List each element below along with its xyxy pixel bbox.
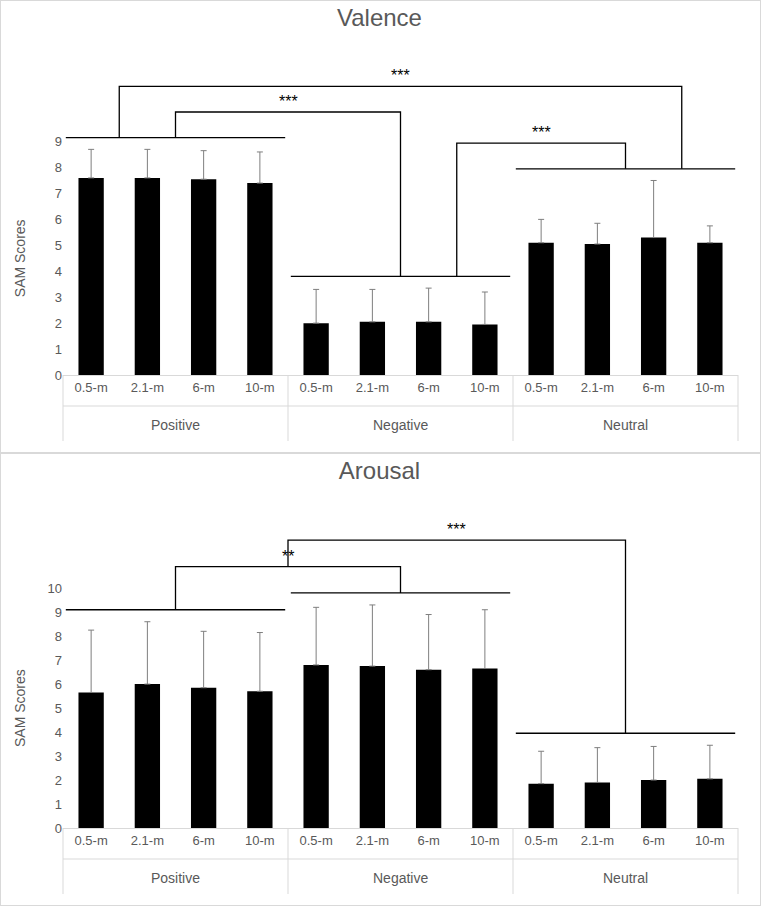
svg-text:Arousal: Arousal bbox=[339, 457, 420, 484]
svg-text:0.5-m: 0.5-m bbox=[525, 833, 558, 848]
svg-text:Valence: Valence bbox=[337, 4, 422, 31]
svg-text:3: 3 bbox=[55, 290, 62, 305]
svg-text:6-m: 6-m bbox=[417, 380, 439, 395]
svg-text:***: *** bbox=[532, 124, 551, 141]
svg-text:7: 7 bbox=[55, 186, 62, 201]
svg-text:6: 6 bbox=[55, 212, 62, 227]
svg-text:10: 10 bbox=[48, 581, 62, 596]
svg-text:0.5-m: 0.5-m bbox=[300, 833, 333, 848]
svg-text:5: 5 bbox=[55, 701, 62, 716]
svg-text:2.1-m: 2.1-m bbox=[581, 833, 614, 848]
svg-text:8: 8 bbox=[55, 160, 62, 175]
svg-text:6-m: 6-m bbox=[417, 833, 439, 848]
svg-text:6-m: 6-m bbox=[192, 833, 214, 848]
svg-text:SAM Scores: SAM Scores bbox=[12, 219, 28, 297]
svg-text:1: 1 bbox=[55, 797, 62, 812]
svg-text:6-m: 6-m bbox=[642, 380, 664, 395]
svg-text:2.1-m: 2.1-m bbox=[581, 380, 614, 395]
svg-text:0: 0 bbox=[55, 821, 62, 836]
svg-text:2: 2 bbox=[55, 316, 62, 331]
svg-text:0: 0 bbox=[55, 368, 62, 383]
svg-text:2.1-m: 2.1-m bbox=[356, 833, 389, 848]
svg-text:Positive: Positive bbox=[151, 417, 200, 433]
svg-text:8: 8 bbox=[55, 629, 62, 644]
svg-text:10-m: 10-m bbox=[245, 380, 275, 395]
svg-text:7: 7 bbox=[55, 653, 62, 668]
svg-text:***: *** bbox=[279, 93, 298, 110]
svg-text:6-m: 6-m bbox=[642, 833, 664, 848]
svg-text:Negative: Negative bbox=[373, 870, 428, 886]
svg-text:SAM Scores: SAM Scores bbox=[12, 669, 28, 747]
svg-text:***: *** bbox=[447, 521, 466, 538]
svg-text:9: 9 bbox=[55, 605, 62, 620]
svg-text:3: 3 bbox=[55, 749, 62, 764]
svg-text:Positive: Positive bbox=[151, 870, 200, 886]
svg-text:10-m: 10-m bbox=[695, 380, 725, 395]
svg-text:***: *** bbox=[391, 67, 410, 84]
svg-text:10-m: 10-m bbox=[695, 833, 725, 848]
svg-text:0.5-m: 0.5-m bbox=[75, 380, 108, 395]
svg-text:10-m: 10-m bbox=[470, 833, 500, 848]
svg-text:10-m: 10-m bbox=[245, 833, 275, 848]
svg-text:6: 6 bbox=[55, 677, 62, 692]
svg-text:2: 2 bbox=[55, 773, 62, 788]
svg-text:**: ** bbox=[282, 548, 294, 565]
svg-text:9: 9 bbox=[55, 134, 62, 149]
svg-text:2.1-m: 2.1-m bbox=[131, 833, 164, 848]
svg-text:2.1-m: 2.1-m bbox=[131, 380, 164, 395]
svg-text:0.5-m: 0.5-m bbox=[300, 380, 333, 395]
svg-text:Neutral: Neutral bbox=[603, 870, 648, 886]
svg-text:5: 5 bbox=[55, 238, 62, 253]
svg-text:10-m: 10-m bbox=[470, 380, 500, 395]
svg-text:Negative: Negative bbox=[373, 417, 428, 433]
svg-text:4: 4 bbox=[55, 264, 62, 279]
svg-text:2.1-m: 2.1-m bbox=[356, 380, 389, 395]
svg-text:4: 4 bbox=[55, 725, 62, 740]
svg-text:1: 1 bbox=[55, 342, 62, 357]
svg-text:6-m: 6-m bbox=[192, 380, 214, 395]
svg-text:0.5-m: 0.5-m bbox=[75, 833, 108, 848]
svg-text:Neutral: Neutral bbox=[603, 417, 648, 433]
svg-text:0.5-m: 0.5-m bbox=[525, 380, 558, 395]
